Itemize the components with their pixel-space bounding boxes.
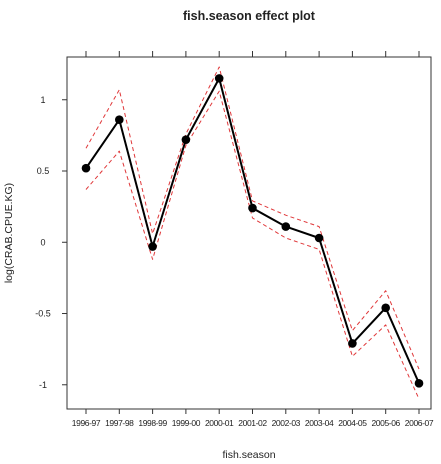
upper-confidence-band-line	[85, 66, 420, 370]
estimate-point-9	[381, 303, 391, 313]
x-tick-label-4: 2000-01	[205, 418, 234, 428]
y-tick-label-2: 0	[40, 237, 45, 247]
x-tick-label-2: 1998-99	[138, 418, 167, 428]
estimate-point-2	[148, 242, 157, 251]
series-layer	[81, 66, 424, 400]
estimate-point-5	[248, 203, 257, 213]
x-tick-label-7: 2003-04	[305, 418, 334, 428]
estimate-point-10	[414, 379, 424, 388]
x-tick-label-1: 1997-98	[105, 418, 134, 428]
estimate-point-7	[314, 233, 324, 243]
estimate-point-3	[181, 135, 191, 144]
y-tick-label-1: -0.5	[35, 309, 51, 319]
estimate-point-6	[281, 222, 291, 231]
x-tick-label-0: 1996-97	[72, 418, 101, 428]
lower-confidence-band-line	[85, 90, 420, 400]
chart-title: fish.season effect plot	[183, 9, 316, 23]
estimate-line	[85, 77, 420, 384]
x-tick-label-6: 2002-03	[272, 418, 301, 428]
y-tick-label-0: -1	[39, 380, 47, 390]
estimate-point-4	[214, 74, 224, 83]
x-tick-label-9: 2005-06	[371, 418, 400, 428]
x-tick-label-3: 1999-00	[172, 418, 201, 428]
y-tick-label-3: 0.5	[37, 166, 50, 176]
x-axis-label: fish.season	[222, 449, 275, 461]
estimate-point-8	[348, 339, 357, 348]
x-tick-label-8: 2004-05	[338, 418, 367, 428]
x-tick-label-5: 2001-02	[238, 418, 267, 428]
estimate-point-1	[115, 115, 124, 125]
top-tick-marks	[85, 51, 420, 57]
y-axis-label: log(CRAB.CPUE.KG)	[3, 183, 15, 283]
estimate-point-0	[81, 163, 91, 173]
y-axis: -1 -0.5 0 0.5 1	[35, 95, 67, 390]
x-tick-label-10: 2006-07	[405, 418, 434, 428]
y-tick-label-4: 1	[40, 95, 45, 105]
x-axis: 1996-97 1997-98 1998-99 1999-00 2000-01 2001-…	[72, 418, 434, 428]
plot-frame	[66, 56, 432, 410]
bottom-tick-marks	[85, 409, 420, 414]
